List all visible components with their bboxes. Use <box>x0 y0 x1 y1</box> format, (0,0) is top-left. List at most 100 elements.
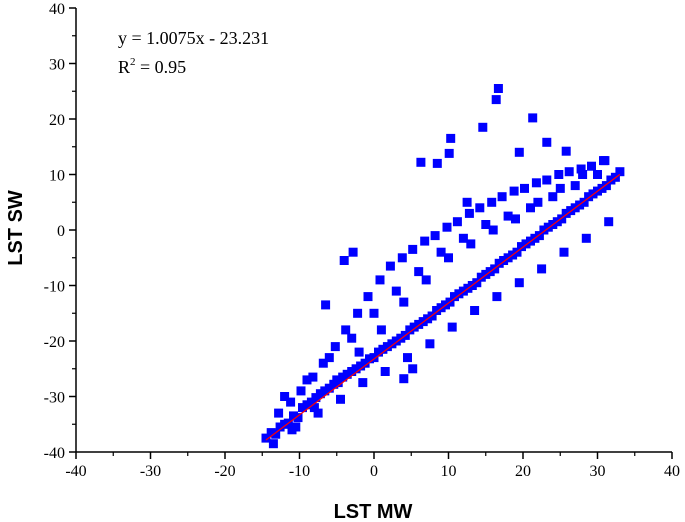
data-point <box>430 231 440 241</box>
data-point <box>296 386 306 396</box>
x-tick-label: -40 <box>65 463 86 480</box>
data-point <box>446 133 456 143</box>
data-point <box>416 157 426 167</box>
x-axis-title: LST MW <box>334 501 413 522</box>
data-point <box>354 347 364 357</box>
data-point <box>420 236 430 246</box>
data-point <box>302 375 312 385</box>
data-point <box>559 247 569 257</box>
y-tick-label: 40 <box>49 1 65 18</box>
data-point <box>287 425 297 435</box>
data-point <box>414 267 424 277</box>
data-point <box>369 353 379 363</box>
data-point <box>444 253 453 263</box>
data-point <box>554 170 564 179</box>
data-point <box>313 408 323 418</box>
data-point <box>478 122 488 132</box>
data-point <box>542 137 552 147</box>
data-point <box>318 358 328 368</box>
data-point <box>555 183 565 193</box>
y-axis-title: LST SW <box>5 190 27 266</box>
data-point <box>293 413 303 423</box>
data-point <box>520 183 529 193</box>
y-tick-label: 30 <box>49 57 65 74</box>
data-point <box>271 429 281 439</box>
data-point <box>274 408 284 418</box>
data-point <box>330 342 340 352</box>
tick-marks <box>69 7 673 459</box>
data-point <box>537 264 547 274</box>
data-point <box>261 433 271 443</box>
data-point <box>472 278 482 288</box>
data-point <box>487 197 497 207</box>
data-point <box>561 146 571 156</box>
data-point <box>464 208 474 218</box>
data-point <box>444 148 454 158</box>
x-tick-label: -20 <box>214 463 235 480</box>
data-point <box>462 197 472 207</box>
data-point <box>385 261 395 271</box>
data-point <box>286 397 296 407</box>
data-point <box>579 197 589 207</box>
r-squared-sup: 2 <box>130 56 136 68</box>
data-point <box>408 244 418 254</box>
data-point <box>399 297 409 307</box>
data-point <box>587 161 596 171</box>
regression-equation: y = 1.0075x - 23.231 <box>118 28 269 48</box>
data-point <box>509 186 519 196</box>
x-tick-label: 40 <box>664 463 680 480</box>
data-point <box>491 95 501 105</box>
data-point <box>442 222 452 232</box>
data-point <box>375 275 385 285</box>
data-point <box>511 214 520 224</box>
data-point <box>353 308 363 318</box>
data-point <box>581 233 591 243</box>
data-point <box>432 158 442 168</box>
data-point <box>578 170 588 179</box>
data-point <box>526 203 535 213</box>
data-point <box>309 403 319 413</box>
data-point <box>531 178 541 188</box>
data-point <box>308 372 318 382</box>
data-point <box>497 192 507 202</box>
x-tick-label: 30 <box>590 463 606 480</box>
data-point <box>615 167 625 177</box>
data-point <box>321 300 331 310</box>
data-point <box>514 278 524 288</box>
data-point <box>347 333 357 343</box>
data-point <box>369 308 379 318</box>
data-point <box>348 247 358 257</box>
data-point <box>425 339 435 349</box>
data-point <box>268 439 278 449</box>
data-point <box>376 325 386 335</box>
regression-line <box>265 173 621 441</box>
data-point <box>493 84 503 93</box>
y-tick-label: 10 <box>49 168 65 185</box>
data-point <box>436 247 446 257</box>
r-squared-prefix: R <box>118 57 130 77</box>
r-squared-value: = 0.95 <box>136 57 187 77</box>
y-tick-labels: -40 -30 -20 -10 0 10 20 30 40 <box>44 1 65 462</box>
data-point <box>492 292 502 302</box>
data-point <box>452 217 462 227</box>
data-point <box>397 253 407 263</box>
data-point <box>341 325 351 335</box>
data-point <box>601 181 611 191</box>
data-point <box>391 286 401 296</box>
data-point <box>336 394 345 404</box>
data-point <box>481 220 491 229</box>
data-point <box>534 231 544 241</box>
data-point <box>548 192 558 202</box>
data-point <box>363 292 373 302</box>
data-point <box>466 239 476 249</box>
data-point <box>600 156 610 166</box>
data-point <box>570 181 580 191</box>
x-tick-label: -10 <box>289 463 310 480</box>
x-tick-labels: -40 -30 -20 -10 0 10 20 30 40 <box>65 463 680 480</box>
data-point <box>564 167 574 177</box>
data-point <box>514 147 524 157</box>
x-tick-label: 10 <box>441 463 457 480</box>
data-point <box>447 322 457 332</box>
